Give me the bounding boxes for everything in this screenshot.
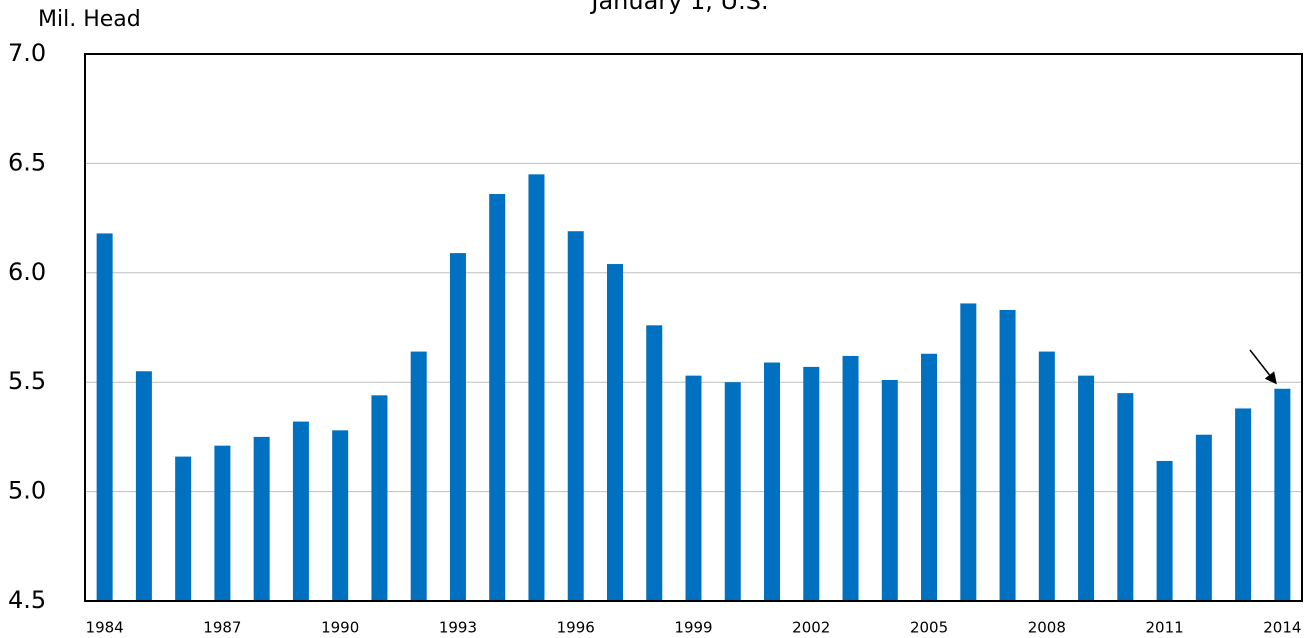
- bar: [528, 174, 545, 601]
- bar: [1195, 434, 1212, 601]
- y-tick-label: 7.0: [8, 39, 46, 67]
- bar: [253, 436, 270, 601]
- y-tick-label: 6.0: [8, 258, 46, 286]
- bar: [1038, 351, 1055, 601]
- bar: [1274, 388, 1291, 601]
- annotation-arrow: [1249, 349, 1277, 385]
- x-tick-label: 2002: [792, 619, 830, 637]
- bar: [1235, 408, 1252, 601]
- bar: [960, 303, 977, 601]
- bar: [410, 351, 427, 601]
- bar: [135, 371, 152, 601]
- bar: [685, 375, 702, 601]
- y-tick-label: 5.5: [8, 367, 46, 395]
- bar: [724, 382, 741, 601]
- chart-title: January 1, U.S.: [589, 0, 768, 15]
- x-tick-label: 2011: [1146, 619, 1184, 637]
- bar: [1078, 375, 1095, 601]
- x-tick-label: 2014: [1263, 619, 1301, 637]
- y-tick-label: 6.5: [8, 148, 46, 176]
- x-tick-label: 1990: [321, 619, 359, 637]
- bar: [1117, 393, 1134, 601]
- bar: [646, 325, 663, 601]
- x-tick-label: 1984: [86, 619, 124, 637]
- y-tick-label: 5.0: [8, 477, 46, 505]
- x-tick-label: 2008: [1028, 619, 1066, 637]
- x-tick-label: 1996: [557, 619, 595, 637]
- bar: [842, 355, 859, 601]
- bar: [567, 231, 584, 601]
- x-tick-label: 1987: [203, 619, 241, 637]
- bar: [214, 445, 231, 601]
- x-tick-label: 2005: [910, 619, 948, 637]
- bar: [1156, 460, 1173, 601]
- bar: [999, 309, 1016, 601]
- bar: [96, 233, 113, 601]
- y-tick-label: 4.5: [8, 586, 46, 614]
- bar: [332, 430, 349, 601]
- bar: [803, 366, 820, 601]
- bar: [764, 362, 781, 601]
- bar: [292, 421, 309, 601]
- bar: [489, 194, 506, 602]
- x-tick-label: 1999: [674, 619, 712, 637]
- plot-border: [84, 53, 1303, 602]
- bar: [881, 380, 898, 601]
- bar: [606, 264, 623, 601]
- bar: [371, 395, 388, 601]
- y-axis-label: Mil. Head: [38, 7, 141, 32]
- bar: [449, 253, 466, 601]
- x-tick-label: 1993: [439, 619, 477, 637]
- bar: [175, 456, 192, 601]
- bar: [921, 353, 938, 601]
